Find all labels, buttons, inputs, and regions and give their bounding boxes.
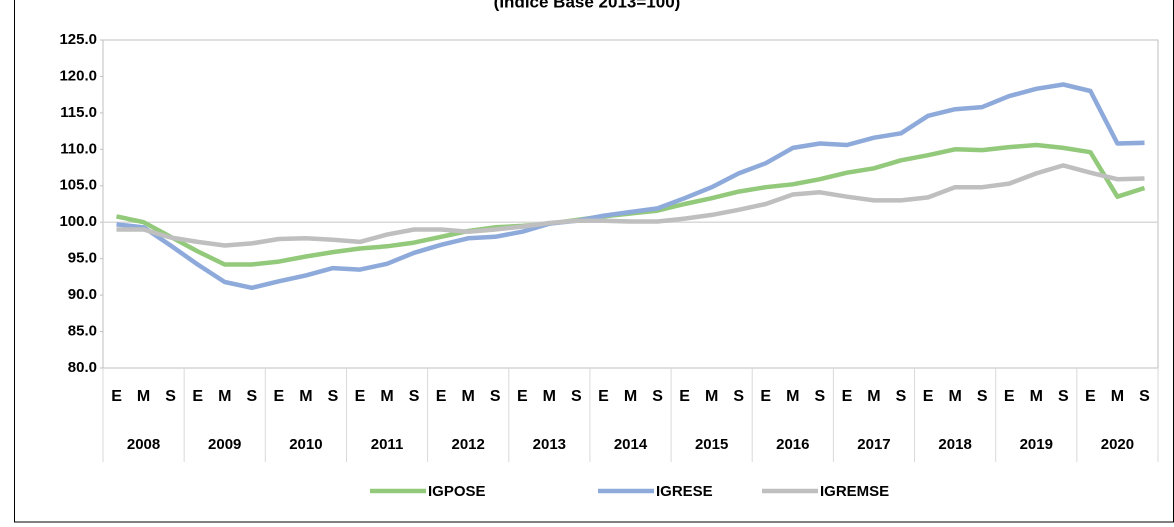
x-tick-label: M — [299, 388, 312, 405]
year-label: 2016 — [776, 436, 809, 453]
year-label: 2020 — [1101, 436, 1134, 453]
x-tick-label: S — [328, 388, 339, 405]
y-tick-label: 115.0 — [60, 104, 97, 121]
x-tick-label: S — [652, 388, 663, 405]
year-label: 2008 — [127, 436, 160, 453]
x-tick-label: S — [1058, 388, 1069, 405]
year-label: 2009 — [208, 436, 241, 453]
x-tick-label: E — [1004, 388, 1015, 405]
x-tick-label: E — [273, 388, 284, 405]
x-tick-label: E — [679, 388, 690, 405]
y-tick-label: 95.0 — [68, 250, 97, 267]
x-tick-label: S — [409, 388, 420, 405]
year-label: 2013 — [533, 436, 566, 453]
x-tick-label: E — [355, 388, 366, 405]
x-tick-label: E — [842, 388, 853, 405]
legend-label: IGREMSE — [820, 483, 889, 500]
x-tick-label: S — [246, 388, 257, 405]
x-tick-label: S — [977, 388, 988, 405]
x-tick-label: M — [462, 388, 475, 405]
x-tick-label: S — [571, 388, 582, 405]
year-label: 2014 — [614, 436, 648, 453]
x-tick-label: M — [1111, 388, 1124, 405]
x-tick-label: E — [760, 388, 771, 405]
year-label: 2012 — [452, 436, 485, 453]
x-tick-label: S — [815, 388, 826, 405]
x-tick-label: M — [867, 388, 880, 405]
x-tick-label: M — [380, 388, 393, 405]
x-tick-label: E — [517, 388, 528, 405]
legend-label: IGRESE — [656, 483, 713, 500]
x-tick-label: E — [1085, 388, 1096, 405]
y-tick-label: 125.0 — [59, 31, 97, 48]
year-label: 2015 — [695, 436, 728, 453]
y-tick-label: 85.0 — [68, 323, 97, 340]
x-tick-label: M — [543, 388, 556, 405]
year-label: 2011 — [371, 436, 404, 453]
x-tick-label: E — [111, 388, 122, 405]
x-tick-label: M — [1030, 388, 1043, 405]
x-tick-label: M — [624, 388, 637, 405]
x-tick-label: M — [948, 388, 961, 405]
x-tick-label: S — [490, 388, 501, 405]
y-tick-label: 90.0 — [68, 286, 97, 303]
y-tick-label: 100.0 — [59, 213, 97, 230]
year-label: 2018 — [938, 436, 971, 453]
series-line — [116, 82, 1145, 291]
y-tick-label: 120.0 — [59, 67, 97, 84]
year-label: 2019 — [1020, 436, 1053, 453]
series-line — [116, 163, 1145, 248]
x-tick-label: M — [705, 388, 718, 405]
x-tick-label: M — [786, 388, 799, 405]
x-tick-label: S — [896, 388, 907, 405]
x-tick-label: M — [137, 388, 150, 405]
x-tick-label: M — [218, 388, 231, 405]
x-tick-label: S — [165, 388, 176, 405]
y-tick-label: 80.0 — [68, 359, 97, 376]
x-tick-label: E — [598, 388, 609, 405]
x-tick-label: E — [923, 388, 934, 405]
legend-label: IGPOSE — [428, 483, 486, 500]
plot-area — [102, 39, 1159, 369]
year-label: 2017 — [857, 436, 890, 453]
chart-frame — [14, 0, 1174, 523]
x-tick-label: E — [436, 388, 447, 405]
y-tick-label: 110.0 — [60, 140, 97, 157]
chart-title: (Índice Base 2013=100) — [494, 0, 681, 11]
x-tick-label: S — [733, 388, 744, 405]
y-tick-label: 105.0 — [59, 177, 97, 194]
x-tick-label: E — [192, 388, 203, 405]
year-label: 2010 — [289, 436, 322, 453]
x-tick-label: S — [1139, 388, 1150, 405]
